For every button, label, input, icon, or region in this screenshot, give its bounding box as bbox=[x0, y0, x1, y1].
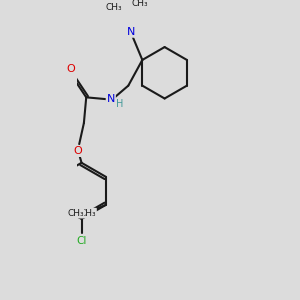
Text: H: H bbox=[116, 99, 124, 109]
Text: O: O bbox=[74, 146, 82, 156]
Text: Cl: Cl bbox=[76, 236, 87, 246]
Text: CH₃: CH₃ bbox=[80, 208, 96, 217]
Text: CH₃: CH₃ bbox=[106, 3, 123, 12]
Text: O: O bbox=[67, 64, 75, 74]
Text: CH₃: CH₃ bbox=[132, 0, 148, 8]
Text: N: N bbox=[106, 94, 115, 103]
Text: CH₃: CH₃ bbox=[67, 208, 84, 217]
Text: N: N bbox=[127, 27, 135, 37]
